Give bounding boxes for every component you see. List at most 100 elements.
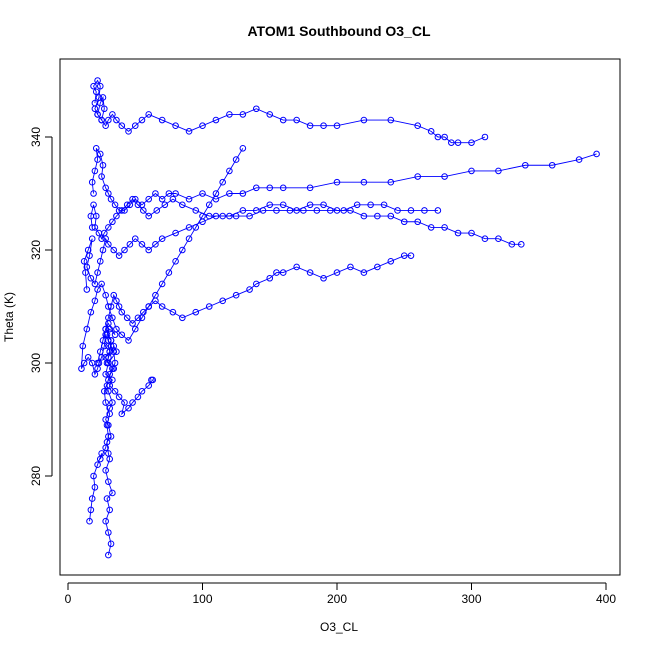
data-point [387,258,395,265]
data-point [118,308,126,316]
data-point [102,371,109,378]
data-point [300,207,307,214]
data-point [101,105,108,113]
data-point [145,303,152,310]
data-point [185,235,193,242]
data-point [111,387,119,395]
data-point [279,116,287,124]
data-point [387,116,395,124]
data-point [90,82,97,90]
data-point [199,212,206,220]
data-point [107,195,115,203]
data-point [123,201,131,209]
data-point [179,314,186,322]
data-point [121,399,128,406]
data-point [94,111,101,118]
data-point [185,128,193,135]
plot-area [78,77,600,559]
data-point [110,246,118,254]
data-point [158,280,166,288]
data-point [152,190,159,197]
data-point [495,167,502,175]
data-point [158,195,166,203]
data-point [107,540,115,548]
data-point [232,156,240,163]
y-tick-label: 340 [29,127,43,147]
data-point [508,241,516,248]
x-tick-label: 0 [65,592,72,606]
y-axis-label: Theta (K) [2,292,16,342]
data-point [94,461,101,469]
data-point [454,229,462,237]
data-point [98,235,105,242]
data-point [91,280,99,288]
data-point [113,325,120,333]
data-point [333,269,341,276]
data-point [96,348,104,356]
data-point [165,190,173,197]
data-point [212,116,220,124]
data-point [145,212,152,220]
data-point [83,325,91,333]
data-point [105,241,112,248]
data-point [360,212,368,220]
data-point [107,342,115,350]
data-point [94,359,101,367]
data-point [172,258,179,265]
data-point [129,195,136,203]
data-point [87,274,95,282]
data-point [326,207,334,214]
data-point [387,178,395,186]
data-point [102,517,109,525]
data-point [96,455,104,463]
data-point [360,269,368,276]
data-point [91,371,99,378]
series-line [81,255,411,522]
data-point [380,201,388,209]
data-point [320,122,327,129]
data-point [239,190,247,197]
data-point [79,342,87,350]
data-point [102,325,109,333]
x-tick-label: 400 [596,592,616,606]
data-point [441,173,448,180]
data-point [306,122,314,129]
data-point [468,229,475,237]
data-point [495,235,502,242]
x-axis-label: O3_CL [320,620,358,634]
data-point [83,286,91,293]
data-point [102,291,109,299]
data-point [109,376,116,384]
data-point [105,314,112,322]
data-point [172,190,179,197]
data-point [407,207,415,214]
data-point [293,116,300,124]
data-point [434,133,442,141]
data-point [517,241,525,248]
data-point [394,207,401,214]
data-point [125,404,132,412]
data-point [109,218,116,226]
plot-frame [59,58,621,576]
data-point [84,354,92,361]
data-point [387,212,395,220]
data-point [232,212,240,220]
data-point [103,421,111,429]
data-point [80,359,88,367]
data-point [110,291,118,299]
data-point [158,116,166,124]
data-point [109,314,116,322]
data-point [199,190,206,197]
data-point [140,308,147,316]
data-point [219,297,226,305]
data-point [306,269,314,276]
data-point [99,161,107,169]
data-point [374,212,381,220]
data-point [252,280,260,288]
data-point [94,269,101,276]
data-point [145,111,152,118]
x-tick-label: 200 [327,592,347,606]
data-point [125,337,132,344]
data-point [152,291,159,299]
